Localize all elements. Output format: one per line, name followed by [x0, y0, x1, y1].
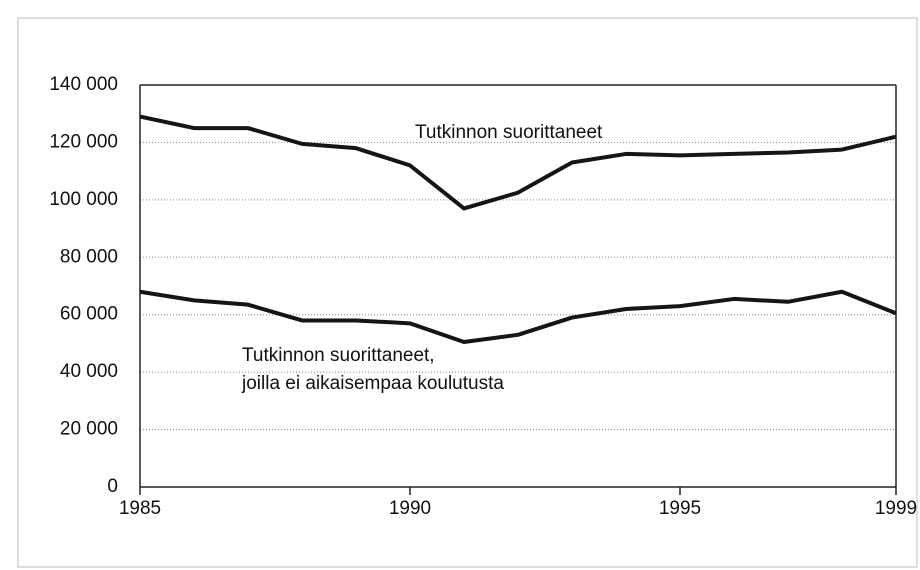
y-tick-label: 140 000	[49, 74, 118, 95]
y-tick-label: 120 000	[49, 131, 118, 152]
annotation: Tutkinnon suorittaneet,	[242, 345, 435, 366]
x-tick-label: 1995	[659, 498, 701, 519]
y-tick-label: 40 000	[60, 361, 118, 382]
x-tick-label: 1999	[875, 498, 917, 519]
y-tick-label: 0	[107, 476, 118, 497]
annotation: Tutkinnon suorittaneet	[415, 122, 603, 143]
y-tick-label: 20 000	[60, 419, 118, 440]
frame	[17, 17, 918, 568]
x-tick-label: 1990	[389, 498, 431, 519]
y-tick-label: 100 000	[49, 189, 118, 210]
x-tick-label: 1985	[119, 498, 161, 519]
series-line	[139, 114, 897, 211]
series-line	[139, 289, 897, 344]
y-tick-label: 80 000	[60, 246, 118, 267]
annotation: joilla ei aikaisempaa koulutusta	[241, 373, 504, 394]
y-tick-label: 60 000	[60, 304, 118, 325]
